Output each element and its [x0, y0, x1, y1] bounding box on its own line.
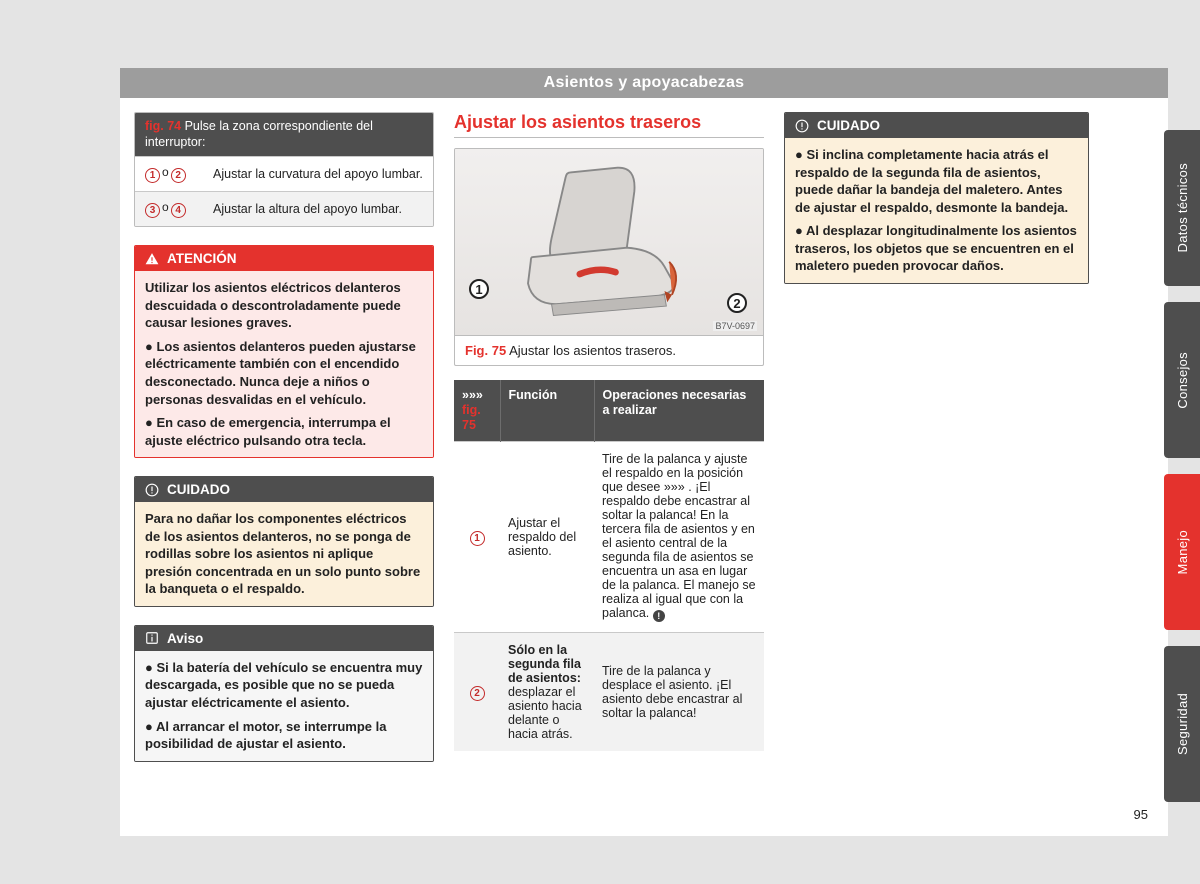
fig74-caption: fig. 74 Pulse la zona correspondiente de…: [135, 113, 433, 156]
row-desc: Ajustar la altura del apoyo lumbar.: [203, 192, 433, 227]
side-tabs: Datos técnicos Consejos Manejo Seguridad: [1164, 130, 1200, 802]
figure-image: 1 2 B7V-0697: [455, 149, 763, 335]
fig74-rows: 1o2 Ajustar la curvatura del apoyo lumba…: [135, 156, 433, 226]
page-title-banner: Asientos y apoyacabezas: [120, 68, 1168, 98]
figure-box: 1 2 B7V-0697 Fig. 75 Ajustar los asiento…: [454, 148, 764, 366]
callout-marker-1: 1: [469, 279, 489, 299]
alert-circle-icon: [795, 119, 809, 133]
table-row: 2 Sólo en la segunda fila de asientos: d…: [454, 633, 764, 752]
tab-seguridad[interactable]: Seguridad: [1164, 646, 1200, 802]
column-2: Ajustar los asientos traseros 1 2: [454, 112, 764, 836]
table-header-row: »»» fig. 75 Función Operaciones necesari…: [454, 380, 764, 442]
step-badge: 1: [470, 531, 485, 546]
link-icon: !: [653, 610, 665, 622]
step-badge: 1: [145, 168, 160, 183]
warning-triangle-icon: [145, 252, 159, 266]
cuidado-box: CUIDADO Para no dañar los componentes el…: [134, 476, 434, 607]
table-row: 1 Ajustar el respaldo del asiento. Tire …: [454, 442, 764, 633]
box-body: Utilizar los asientos eléctricos delante…: [135, 271, 433, 457]
box-title: CUIDADO: [167, 482, 230, 497]
column-1: fig. 74 Pulse la zona correspondiente de…: [134, 112, 434, 836]
functions-table: »»» fig. 75 Función Operaciones necesari…: [454, 380, 764, 751]
box-title: ATENCIÓN: [167, 251, 237, 266]
op-cell: Tire de la palanca y ajuste el respaldo …: [594, 442, 764, 633]
box-header: ATENCIÓN: [135, 246, 433, 271]
table-row: 3o4 Ajustar la altura del apoyo lumbar.: [135, 192, 433, 227]
callout-marker-2: 2: [727, 293, 747, 313]
column-3: CUIDADO ● Si inclina completamente hacia…: [784, 112, 1089, 836]
info-square-icon: [145, 631, 159, 645]
warning-atencion-box: ATENCIÓN Utilizar los asientos eléctrico…: [134, 245, 434, 458]
seat-illustration: [513, 163, 703, 323]
cuidado-box: CUIDADO ● Si inclina completamente hacia…: [784, 112, 1089, 284]
box-body: ● Si la batería del vehículo se encuentr…: [135, 651, 433, 761]
box-header: Aviso: [135, 626, 433, 651]
step-badge: 3: [145, 203, 160, 218]
box-body: Para no dañar los componentes eléctricos…: [135, 502, 433, 606]
tab-manejo[interactable]: Manejo: [1164, 474, 1200, 630]
page-number: 95: [1134, 807, 1148, 822]
table-row: 1o2 Ajustar la curvatura del apoyo lumba…: [135, 157, 433, 192]
columns: fig. 74 Pulse la zona correspondiente de…: [120, 98, 1168, 836]
tab-datos-tecnicos[interactable]: Datos técnicos: [1164, 130, 1200, 286]
fig74-table: fig. 74 Pulse la zona correspondiente de…: [134, 112, 434, 227]
box-body: ● Si inclina completamente hacia atrás e…: [785, 138, 1088, 283]
row-desc: Ajustar la curvatura del apoyo lumbar.: [203, 157, 433, 192]
step-badge: 4: [171, 203, 186, 218]
step-badge: 2: [470, 686, 485, 701]
box-header: CUIDADO: [785, 113, 1088, 138]
step-badge: 2: [171, 168, 186, 183]
tab-consejos[interactable]: Consejos: [1164, 302, 1200, 458]
section-heading: Ajustar los asientos traseros: [454, 112, 764, 138]
box-title: Aviso: [167, 631, 203, 646]
box-title: CUIDADO: [817, 118, 880, 133]
alert-circle-icon: [145, 483, 159, 497]
fig74-ref: fig. 74: [145, 119, 181, 133]
figure-ref: Fig. 75: [465, 343, 506, 358]
figure-caption: Fig. 75 Ajustar los asientos traseros.: [455, 335, 763, 365]
manual-page: Asientos y apoyacabezas fig. 74 Pulse la…: [120, 68, 1168, 836]
box-header: CUIDADO: [135, 477, 433, 502]
image-code: B7V-0697: [713, 321, 757, 331]
aviso-box: Aviso ● Si la batería del vehículo se en…: [134, 625, 434, 762]
